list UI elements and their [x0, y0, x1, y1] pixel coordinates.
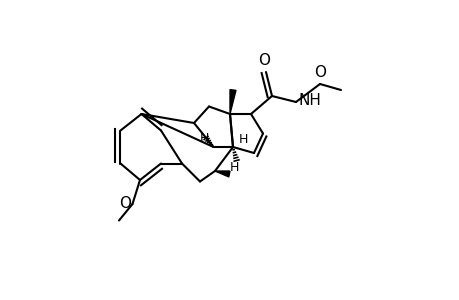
- Polygon shape: [230, 90, 235, 114]
- Text: O: O: [313, 65, 325, 80]
- Text: H: H: [230, 161, 239, 174]
- Text: H: H: [238, 133, 247, 146]
- Text: NH: NH: [298, 93, 320, 108]
- Text: O: O: [258, 53, 270, 68]
- Text: O: O: [119, 196, 131, 211]
- Polygon shape: [214, 171, 230, 177]
- Text: H: H: [199, 131, 209, 145]
